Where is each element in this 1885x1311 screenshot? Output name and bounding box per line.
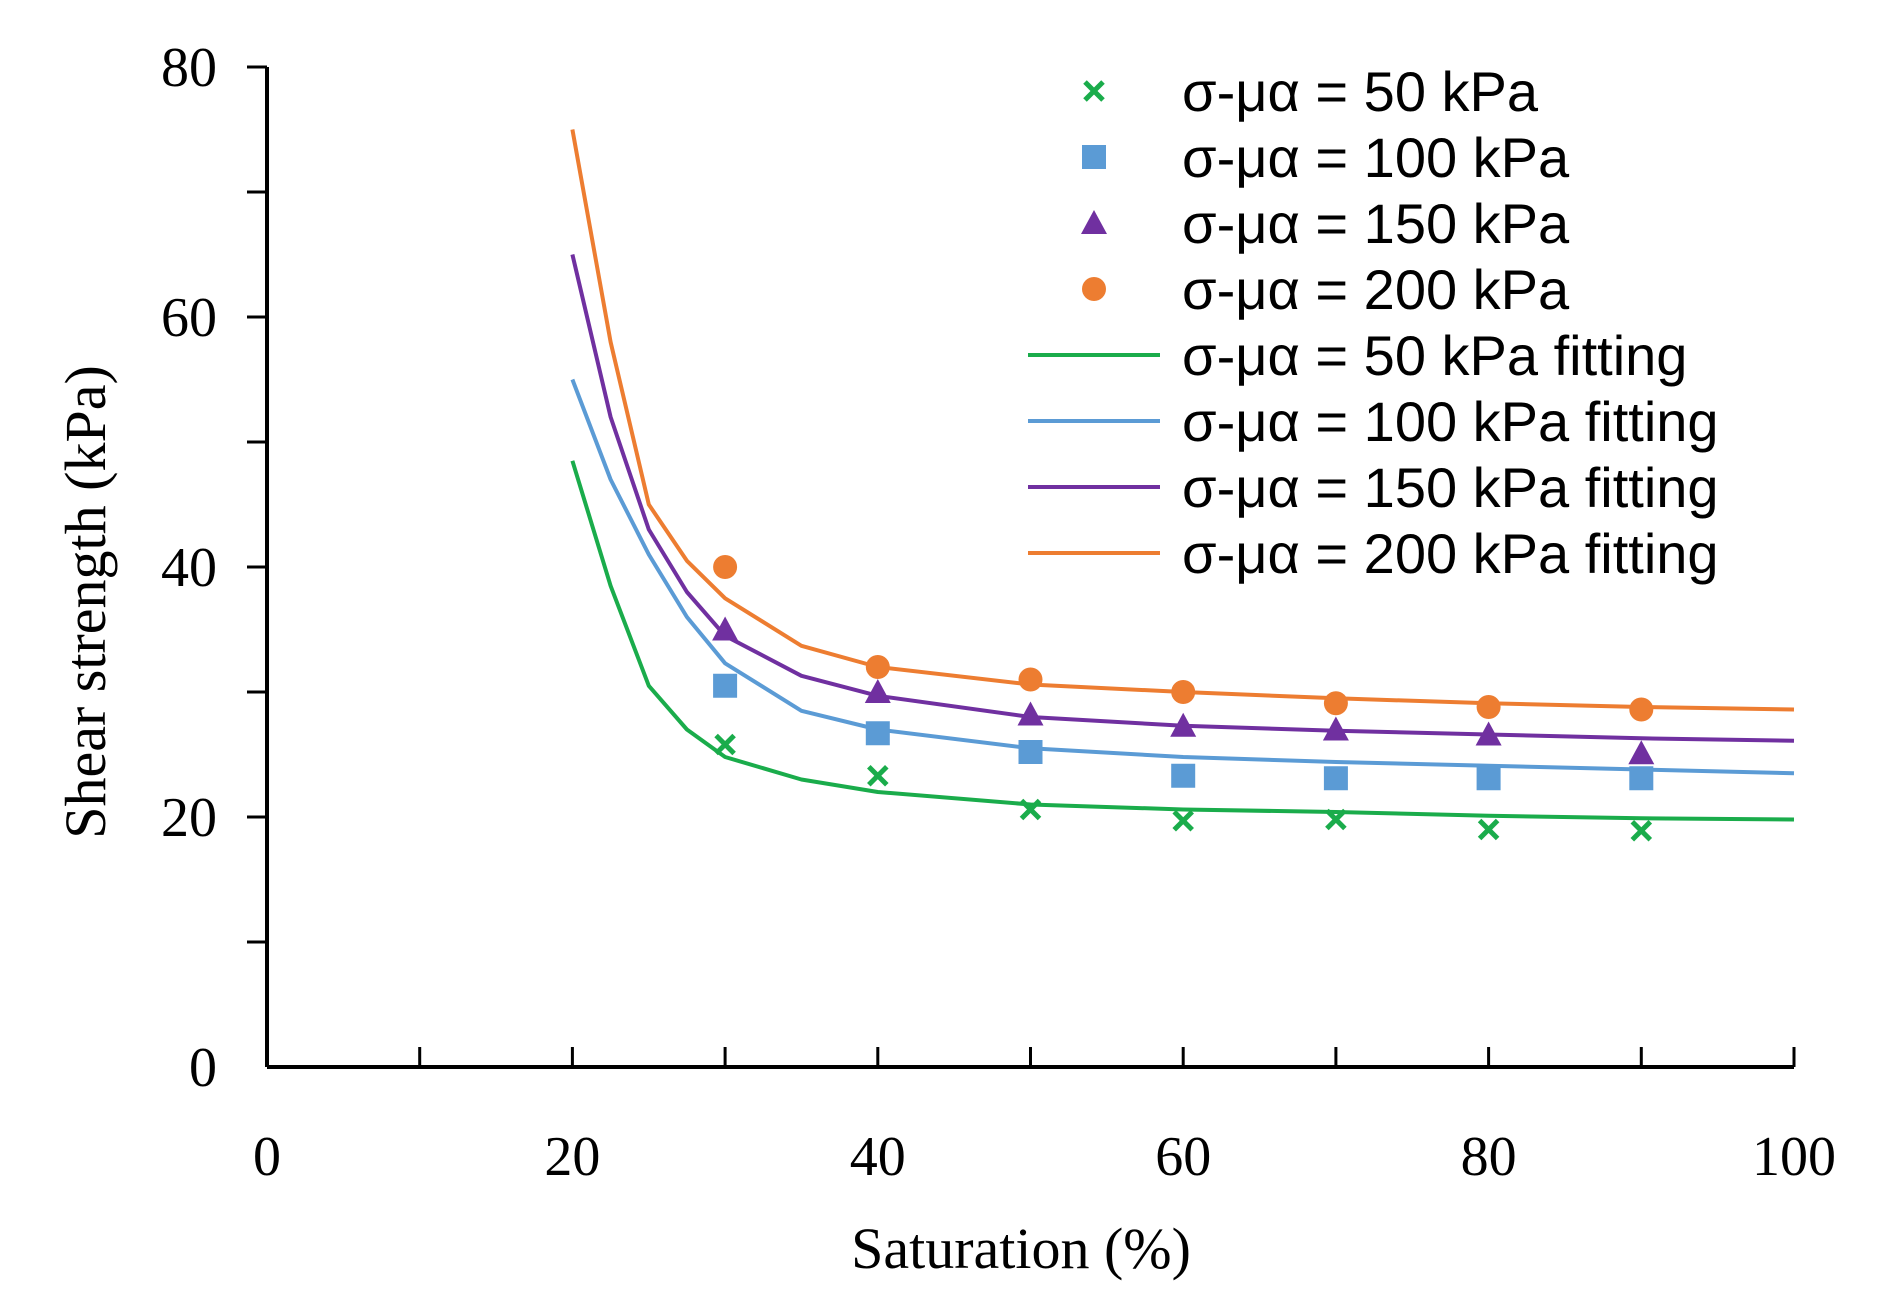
legend-marker <box>1081 210 1107 234</box>
data-point <box>1170 712 1197 737</box>
data-point <box>1018 740 1043 764</box>
legend-label: σ-μα = 50 kPa <box>1182 60 1539 123</box>
x-tick-label: 0 <box>253 1126 281 1188</box>
marker-stroke <box>1172 809 1194 832</box>
legend-label: σ-μα = 150 kPa fitting <box>1182 456 1719 519</box>
data-point <box>1323 691 1348 716</box>
y-axis-title: Shear strength (kPa) <box>53 365 118 839</box>
data-point <box>712 616 739 641</box>
data-point <box>1325 808 1347 831</box>
fitting-line <box>570 460 1795 822</box>
y-tick-label: 40 <box>161 537 217 599</box>
axes: 0 20 40 60 80 100 0 20 40 60 80 <box>161 37 1836 1188</box>
marker-stroke <box>1083 80 1105 102</box>
legend-label: σ-μα = 100 kPa <box>1182 126 1570 189</box>
data-point <box>1172 809 1194 832</box>
data-point <box>713 555 738 579</box>
y-tick-label: 0 <box>189 1037 217 1099</box>
data-point <box>714 733 736 756</box>
legend-marker <box>1082 277 1106 301</box>
marker-stroke <box>1019 798 1042 821</box>
data-point <box>1475 721 1502 746</box>
data-point <box>1322 716 1349 741</box>
data-markers <box>712 555 1655 842</box>
marker-stroke <box>1477 818 1500 841</box>
data-point <box>1019 798 1042 821</box>
data-point <box>1323 766 1348 791</box>
marker-stroke <box>1630 819 1653 842</box>
legend-marker <box>1083 80 1105 102</box>
data-point <box>867 764 889 787</box>
x-tick-label: 20 <box>544 1126 600 1188</box>
data-point <box>1476 766 1501 791</box>
data-point <box>865 721 890 746</box>
marker-stroke <box>714 733 736 756</box>
legend-label: σ-μα = 50 kPa fitting <box>1182 324 1687 387</box>
data-point <box>713 673 738 698</box>
legend-label: σ-μα = 150 kPa <box>1182 192 1570 255</box>
y-tick-label: 60 <box>161 287 217 349</box>
legend-label: σ-μα = 100 kPa fitting <box>1182 390 1719 453</box>
y-tick-label: 20 <box>161 787 217 849</box>
data-point <box>864 679 891 703</box>
data-point <box>1171 680 1196 704</box>
x-tick-label: 60 <box>1155 1126 1211 1188</box>
legend-label: σ-μα = 200 kPa fitting <box>1182 522 1719 585</box>
data-point <box>1476 695 1501 719</box>
y-tick-label: 80 <box>161 37 217 99</box>
data-point <box>1018 667 1043 692</box>
legend-marker <box>1082 145 1106 169</box>
x-axis-title: Saturation (%) <box>851 1216 1191 1281</box>
data-point <box>1477 818 1500 841</box>
x-tick-label: 100 <box>1752 1126 1836 1188</box>
marker-stroke <box>1325 808 1347 831</box>
data-point <box>1017 701 1044 726</box>
x-tick-label: 80 <box>1461 1126 1517 1188</box>
data-point <box>1629 766 1654 791</box>
data-point <box>1171 763 1196 788</box>
data-point <box>865 655 890 679</box>
data-point <box>1630 819 1653 842</box>
data-point <box>1628 740 1655 765</box>
data-point <box>1629 697 1654 722</box>
legend-label: σ-μα = 200 kPa <box>1182 258 1570 321</box>
marker-stroke <box>867 764 889 787</box>
x-tick-label: 40 <box>850 1126 906 1188</box>
